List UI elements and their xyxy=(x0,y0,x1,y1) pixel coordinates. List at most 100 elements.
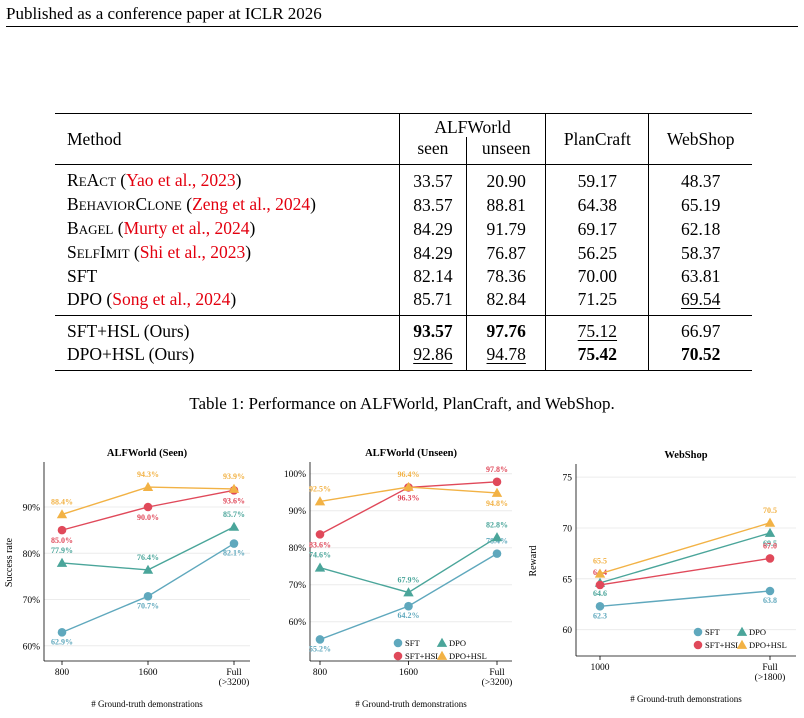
chart-title: WebShop xyxy=(664,450,707,461)
series-sft: 62.3 63.8 xyxy=(593,586,777,620)
value-cell: 76.87 xyxy=(466,241,546,265)
y-tick-label: 80% xyxy=(289,544,307,554)
value-cell: 97.76 xyxy=(466,315,546,343)
value-cell: 64.38 xyxy=(545,193,649,217)
y-tick-label: 80% xyxy=(23,550,41,560)
data-point-sft xyxy=(765,586,775,596)
data-point-sft-hsl xyxy=(693,640,703,650)
method-name: SFT+HSL (Ours) xyxy=(67,321,190,341)
value-cell: 92.86 xyxy=(398,343,467,371)
data-point-dpo-hsl xyxy=(736,639,748,649)
citation-link[interactable]: Song et al., 2024 xyxy=(112,289,231,309)
legend-item: DPO+HSL xyxy=(736,639,787,650)
x-axis-label: # Ground-truth demonstrations xyxy=(630,694,742,704)
legend-label: SFT+HSL xyxy=(705,640,741,650)
data-point-dpo xyxy=(228,521,240,531)
series-line xyxy=(599,590,771,607)
value-cell: 69.54 xyxy=(648,288,752,316)
data-point-dpo xyxy=(491,532,503,542)
data-point-dpo xyxy=(736,626,748,636)
data-point-dpo xyxy=(764,527,776,537)
citation-link[interactable]: Zeng et al., 2024 xyxy=(192,194,311,214)
method-name: DPO xyxy=(67,289,103,309)
series-line xyxy=(599,522,771,575)
data-point-dpo-hsl xyxy=(142,481,154,492)
data-label: 92.5% xyxy=(309,484,331,493)
value-cell: 83.57 xyxy=(398,193,467,217)
x-axis-label: # Ground-truth demonstrations xyxy=(91,699,203,709)
value-cell: 59.17 xyxy=(545,164,649,193)
table-header-row: Method ALFWorld PlanCraft WebShop xyxy=(55,113,752,165)
legend-item: DPO+HSL xyxy=(436,650,487,661)
value-cell: 20.90 xyxy=(466,164,546,193)
method-cell: DPO (Song et al., 2024) xyxy=(67,289,237,309)
chart-alfworld-unseen: ALFWorld (Unseen) 60% 70% 80% 90% 100% 800 1600… xyxy=(284,448,513,709)
series-sft: 62.9% 70.7% 82.1% xyxy=(51,539,245,646)
data-label: 93.9% xyxy=(223,472,245,481)
value-cell: 71.25 xyxy=(545,288,649,316)
data-label: 70.7% xyxy=(137,601,159,610)
data-label: 88.4% xyxy=(51,497,73,506)
x-axis-label: # Ground-truth demonstrations xyxy=(355,699,467,709)
legend-item: SFT xyxy=(693,627,720,637)
data-point-sft-hsl xyxy=(315,530,325,539)
citation-link[interactable]: Yao et al., 2023 xyxy=(126,170,236,190)
legend-label: DPO+HSL xyxy=(749,640,787,650)
series-dpo: 77.9% 76.4% 85.7% xyxy=(51,510,245,574)
legend-item: SFT+HSL xyxy=(693,640,741,650)
data-point-dpo-hsl xyxy=(403,481,414,491)
data-label: 96.4% xyxy=(398,470,420,479)
series-dpo: 64.6 69.5 xyxy=(593,527,777,598)
value-cell: 69.17 xyxy=(545,217,649,241)
legend-item: SFT+HSL xyxy=(393,651,441,661)
data-point-dpo xyxy=(436,637,448,647)
method-name: BEHAVIORCLONE xyxy=(67,194,182,214)
citation-link[interactable]: Shi et al., 2023 xyxy=(139,242,246,262)
y-tick-label: 60 xyxy=(563,626,573,636)
value-cell: 58.37 xyxy=(648,241,752,265)
x-tick-label: 1000 xyxy=(591,663,610,673)
method-name: SFT xyxy=(67,266,98,286)
y-axis-label: Success rate xyxy=(4,537,15,587)
data-point-dpo-hsl xyxy=(594,568,606,578)
legend-label: DPO xyxy=(449,638,466,648)
data-label: 70.5 xyxy=(763,506,777,515)
value-cell: 82.14 xyxy=(398,265,467,288)
method-name: DPO+HSL (Ours) xyxy=(67,344,195,364)
data-label: 85.7% xyxy=(223,510,245,519)
method-name: REACT xyxy=(67,170,116,190)
x-tick-label: 800 xyxy=(313,668,328,678)
method-cell: BEHAVIORCLONE (Zeng et al., 2024) xyxy=(67,194,316,214)
x-tick-label: Full xyxy=(762,663,778,673)
data-label: 63.8 xyxy=(763,596,777,605)
legend-item: SFT xyxy=(393,638,420,648)
col-seen: seen xyxy=(398,137,467,165)
data-label: 94.8% xyxy=(486,499,508,508)
data-point-sft-hsl xyxy=(393,651,403,661)
col-alfworld: ALFWorld xyxy=(398,113,546,137)
data-point-dpo-hsl xyxy=(764,517,776,527)
data-point-sft-hsl xyxy=(57,525,67,535)
value-cell: 48.37 xyxy=(648,164,752,193)
series-line xyxy=(599,532,771,584)
y-tick-label: 60% xyxy=(23,642,41,652)
citation-link[interactable]: Murty et al., 2024 xyxy=(123,218,250,238)
table-row: DPO+HSL (Ours) 92.86 94.78 75.42 70.52 xyxy=(55,343,752,371)
data-point-dpo-hsl xyxy=(56,509,68,519)
y-tick-label: 70% xyxy=(23,596,41,606)
value-cell: 93.57 xyxy=(398,315,467,343)
data-point-dpo-hsl xyxy=(314,496,326,506)
series-dpo: 74.6% 67.9% 82.8% xyxy=(309,520,508,597)
data-label: 85.0% xyxy=(51,536,73,545)
y-tick-label: 75 xyxy=(563,474,573,484)
data-label: 62.3 xyxy=(593,611,607,620)
data-point-sft xyxy=(57,628,67,637)
data-point-sft-hsl xyxy=(765,554,775,563)
results-table: Method ALFWorld PlanCraft WebShop seen u… xyxy=(55,113,752,371)
data-point-sft xyxy=(229,539,239,548)
value-cell: 75.42 xyxy=(545,343,649,371)
data-point-sft-hsl xyxy=(492,477,502,487)
method-name: SELFIMIT xyxy=(67,242,130,262)
value-cell: 84.29 xyxy=(398,241,467,265)
chart-alfworld-seen: ALFWorld (Seen) 60% 70% 80% 90% 800 1600 Full(>… xyxy=(4,448,250,709)
